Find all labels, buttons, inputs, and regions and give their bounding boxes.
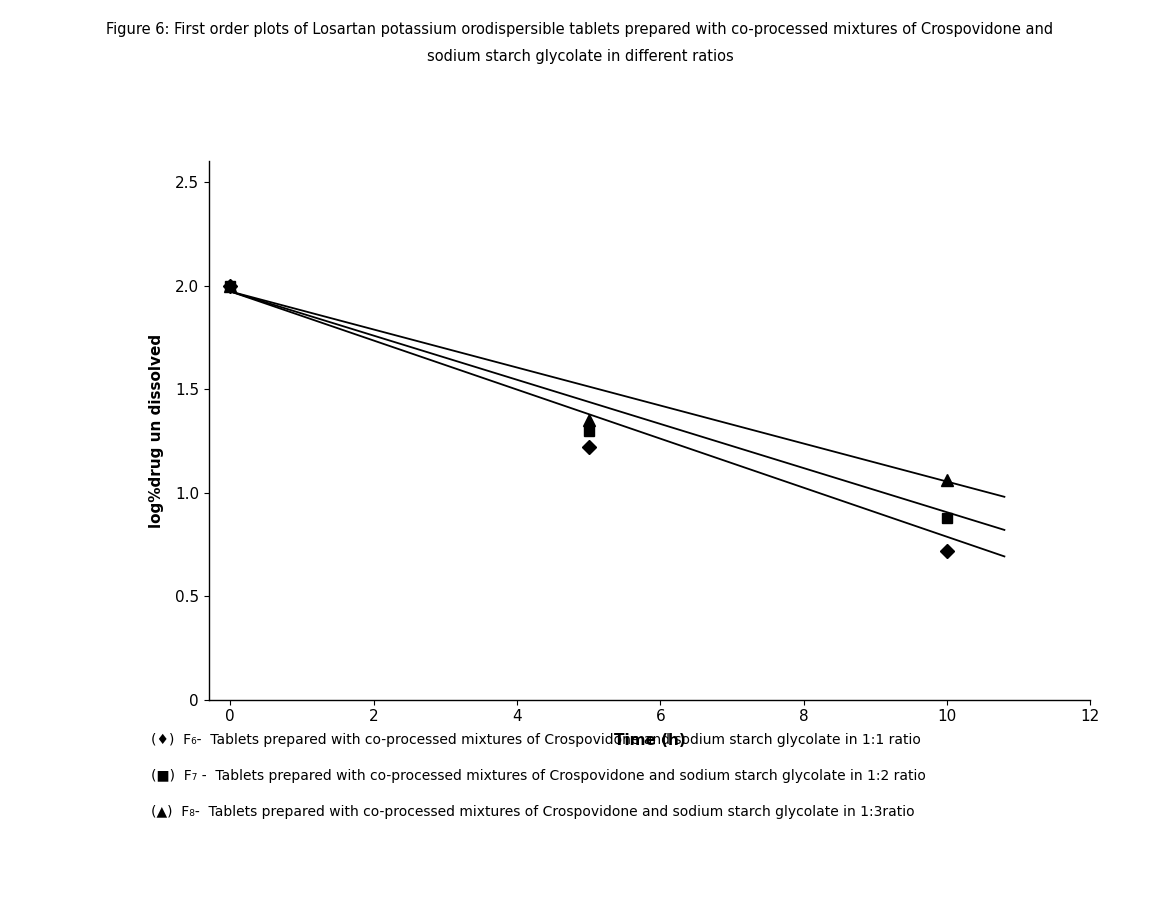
Text: sodium starch glycolate in different ratios: sodium starch glycolate in different rat…: [427, 49, 733, 65]
Text: (♦)  F₆-  Tablets prepared with co-processed mixtures of Crospovidone and sodium: (♦) F₆- Tablets prepared with co-process…: [151, 733, 921, 747]
Text: (■)  F₇ -  Tablets prepared with co-processed mixtures of Crospovidone and sodiu: (■) F₇ - Tablets prepared with co-proces…: [151, 769, 926, 783]
Text: Figure 6: First order plots of Losartan potassium orodispersible tablets prepare: Figure 6: First order plots of Losartan …: [107, 22, 1053, 38]
X-axis label: Time (h): Time (h): [614, 733, 686, 748]
Text: (▲)  F₈-  Tablets prepared with co-processed mixtures of Crospovidone and sodium: (▲) F₈- Tablets prepared with co-process…: [151, 805, 914, 819]
Y-axis label: log%drug un dissolved: log%drug un dissolved: [148, 334, 164, 527]
